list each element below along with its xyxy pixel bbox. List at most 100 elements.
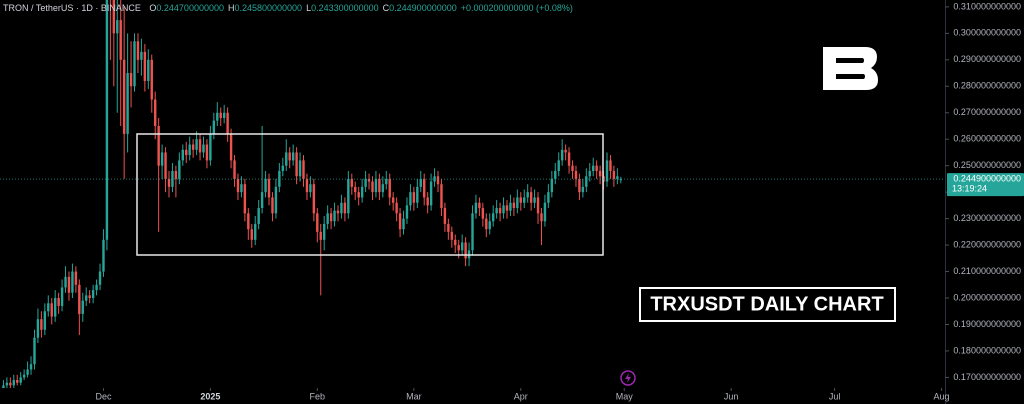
candle-body [74, 271, 78, 285]
candle-body [143, 51, 147, 81]
candle-body [560, 149, 564, 161]
candle-body [195, 139, 198, 150]
ohlc-value: 0.244900000000 [389, 3, 457, 13]
candle-body [436, 176, 440, 185]
ohlc-change: +0.000200000000 (+0.08%) [461, 3, 573, 13]
candle-body [457, 245, 460, 251]
candle-body [464, 242, 467, 259]
candle-body [498, 208, 502, 214]
candle-body [71, 271, 74, 293]
candle-body [523, 197, 526, 203]
candle-body [364, 178, 367, 187]
last-price-box [947, 173, 1024, 197]
candle-body [329, 213, 333, 222]
candle-body [216, 112, 219, 121]
candle-body [547, 192, 550, 203]
annotation-box [639, 287, 896, 322]
candle-body [347, 178, 350, 214]
candle-body [288, 152, 291, 161]
candle-body [67, 276, 71, 293]
candle-body [478, 202, 481, 209]
candle-body [191, 144, 195, 150]
candle-body [309, 184, 312, 193]
candle-body [505, 205, 509, 211]
x-tick-label: Jul [829, 391, 841, 401]
candle-body [374, 178, 378, 193]
candle-body [450, 231, 454, 240]
candle-body [581, 186, 585, 193]
candle-body [285, 152, 288, 166]
candle-body [185, 149, 188, 156]
ohlc-key: L [306, 3, 311, 13]
candle-body [202, 144, 205, 153]
candle-body [260, 192, 264, 209]
candle-body [233, 160, 236, 179]
candle-body [129, 73, 133, 87]
ohlc-value: 0.243300000000 [311, 3, 379, 13]
candle-body [43, 311, 47, 330]
candle-body [219, 112, 222, 119]
candle-body [78, 284, 81, 314]
candle-body [516, 197, 519, 209]
y-tick-label: 0.230000000000 [953, 213, 1021, 223]
candle-body [405, 205, 409, 219]
candle-body [267, 178, 271, 198]
y-tick-label: 0.300000000000 [953, 28, 1021, 38]
candle-body [340, 202, 343, 214]
candle-body [150, 59, 153, 100]
candle-body [26, 369, 29, 375]
candle-body [564, 149, 567, 153]
candle-body [412, 192, 416, 203]
candle-body [354, 186, 357, 193]
candle-body [550, 178, 554, 193]
candle-body [540, 213, 543, 222]
candle-body [243, 184, 247, 214]
candle-body [443, 208, 447, 224]
candle-body [102, 239, 105, 272]
candle-body [85, 295, 88, 301]
candle-body [357, 192, 360, 198]
candle-body [533, 197, 536, 203]
candle-body [495, 208, 498, 214]
candle-body [174, 170, 178, 179]
candle-body [519, 197, 522, 203]
candle-body [198, 139, 202, 153]
header: TRON / TetherUS · 1D · BINANCE O0.244700… [3, 3, 573, 13]
symbol: TRON / TetherUS · 1D · BINANCE [3, 3, 141, 13]
candle-body [312, 184, 316, 214]
candle-body [585, 176, 588, 187]
candle-body [616, 176, 619, 179]
candle-body [247, 213, 250, 230]
candle-body [60, 287, 64, 306]
candle-body [574, 170, 578, 179]
candle-body [595, 165, 598, 171]
candle-body [250, 229, 253, 240]
candle-body [240, 184, 243, 193]
candle-body [619, 179, 623, 181]
event-icon[interactable] [620, 370, 636, 386]
candle-body [605, 160, 609, 182]
candle-body [133, 41, 136, 87]
candle-body [205, 144, 209, 161]
candle-body [29, 364, 33, 370]
candle-body [485, 218, 488, 230]
candle-body [385, 178, 388, 185]
candle-body [16, 380, 19, 383]
candle-body [112, 0, 116, 34]
candle-body [578, 178, 581, 193]
candle-body [612, 170, 616, 179]
candle-body [136, 41, 140, 60]
candle-body [147, 59, 150, 81]
candle-body [302, 160, 305, 179]
annotation-text: TRXUSDT DAILY CHART [650, 293, 883, 315]
candle-body [440, 184, 443, 209]
candle-body [50, 303, 53, 317]
candle-body [19, 377, 22, 383]
candle-body [333, 210, 336, 222]
candle-body [488, 221, 491, 230]
ohlc-value: 0.245800000000 [234, 3, 302, 13]
candle-body [598, 170, 602, 177]
candle-body [426, 197, 429, 206]
candle-body [22, 374, 26, 378]
